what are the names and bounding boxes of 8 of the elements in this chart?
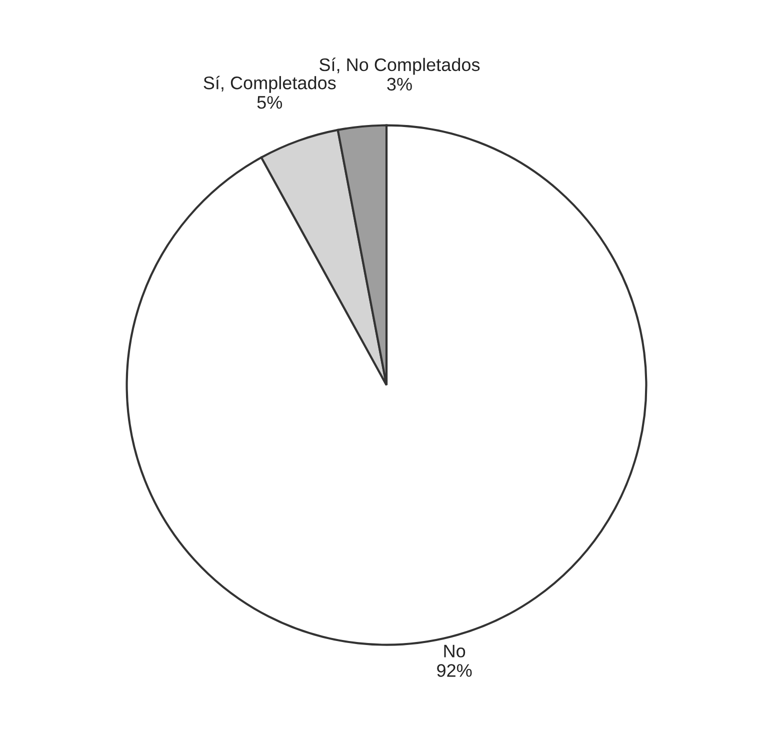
pie-slice — [126, 124, 648, 646]
data-label: 92% — [437, 664, 472, 677]
slice-label: Sí, Completados — [204, 76, 336, 93]
slice-label: No — [444, 644, 466, 658]
data-label: 3% — [387, 78, 412, 91]
pie-slice — [260, 128, 388, 386]
data-label: 5% — [257, 96, 282, 109]
slice-label: Sí, No Completados — [320, 58, 480, 75]
